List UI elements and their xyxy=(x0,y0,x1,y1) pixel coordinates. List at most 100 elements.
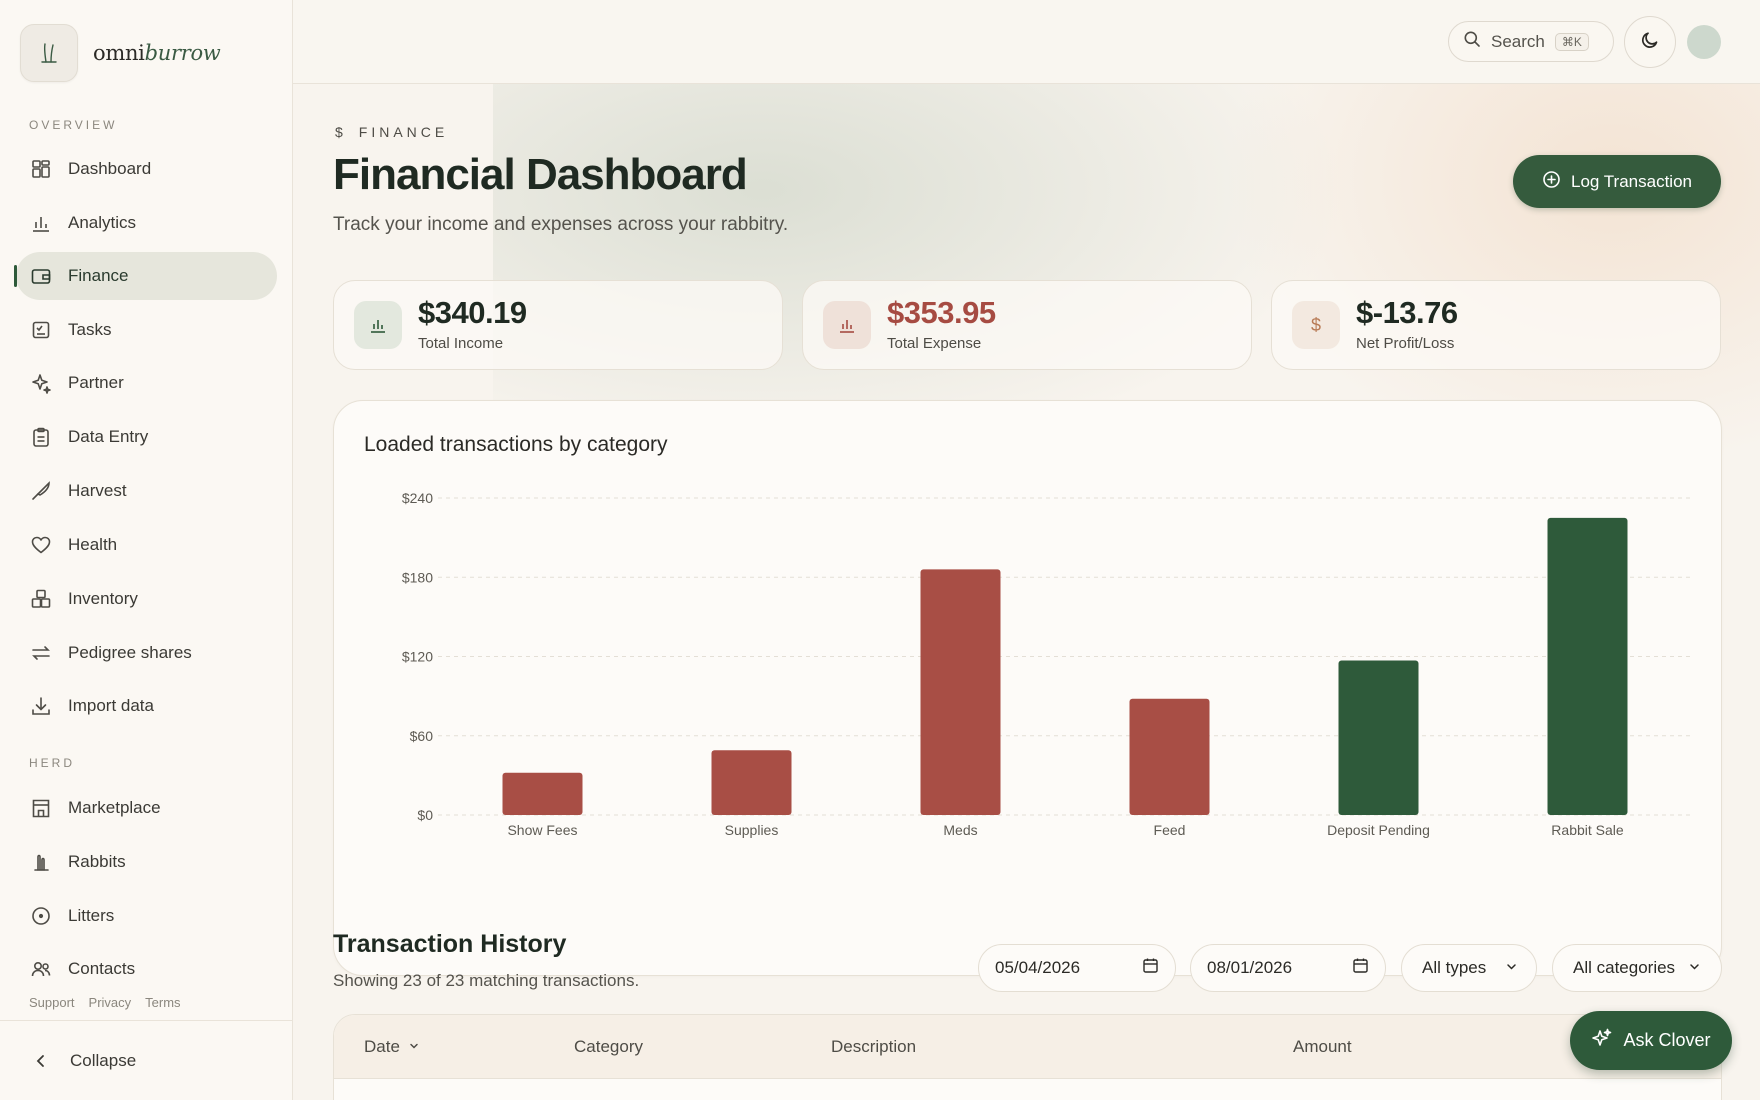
moon-icon xyxy=(1640,30,1660,55)
footer-links: Support Privacy Terms xyxy=(29,995,181,1010)
search-button[interactable]: Search ⌘K xyxy=(1448,21,1614,62)
x-tick-label: Meds xyxy=(943,822,977,838)
category-filter-select[interactable]: All categories xyxy=(1552,944,1722,992)
y-tick-label: $180 xyxy=(402,569,433,585)
category-filter-value: All categories xyxy=(1573,958,1676,977)
bar[interactable] xyxy=(1338,660,1419,815)
column-header-date[interactable]: Date xyxy=(364,1037,420,1057)
search-label: Search xyxy=(1491,31,1545,51)
sidebar-item-label: Finance xyxy=(68,266,129,285)
log-transaction-button[interactable]: Log Transaction xyxy=(1513,155,1721,208)
x-tick-label: Supplies xyxy=(725,822,779,838)
sidebar-item-label: Litters xyxy=(68,906,115,925)
knife-icon xyxy=(30,480,52,502)
collapse-button[interactable]: Collapse xyxy=(0,1020,292,1100)
sidebar-item-import-data[interactable]: Import data xyxy=(16,682,277,730)
type-filter-select[interactable]: All types xyxy=(1401,944,1537,992)
chevron-down-icon xyxy=(1505,958,1518,978)
sidebar-item-data-entry[interactable]: Data Entry xyxy=(16,413,277,461)
date-from-value: 05/04/2026 xyxy=(995,958,1081,977)
sidebar-item-tasks[interactable]: Tasks xyxy=(16,306,277,354)
egg-icon xyxy=(30,905,52,927)
stat-label: Net Profit/Loss xyxy=(1356,335,1455,352)
search-shortcut: ⌘K xyxy=(1554,32,1589,51)
wallet-icon xyxy=(30,265,52,287)
bar[interactable] xyxy=(1547,517,1628,815)
y-tick-label: $0 xyxy=(417,807,433,823)
column-header-category[interactable]: Category xyxy=(574,1037,643,1056)
date-to-input[interactable]: 08/01/2026 xyxy=(1190,944,1386,992)
main-content: $ FINANCE Financial Dashboard Track your… xyxy=(293,84,1760,1100)
bar-chart-icon xyxy=(823,301,871,349)
bar[interactable] xyxy=(711,750,792,815)
grid-icon xyxy=(30,158,52,180)
sidebar-item-partner[interactable]: Partner xyxy=(16,359,277,407)
terms-link[interactable]: Terms xyxy=(145,995,181,1010)
bar[interactable] xyxy=(920,569,1001,815)
sparkle-icon xyxy=(1591,1027,1613,1054)
transaction-table: Date Category Description Amount xyxy=(333,1014,1722,1100)
sidebar-item-label: Rabbits xyxy=(68,852,126,871)
sidebar-item-rabbits[interactable]: Rabbits xyxy=(16,838,277,886)
support-link[interactable]: Support xyxy=(29,995,75,1010)
table-header: Date Category Description Amount xyxy=(334,1015,1721,1079)
sidebar-item-label: Harvest xyxy=(68,481,127,500)
x-tick-label: Feed xyxy=(1154,822,1186,838)
stat-value: $353.95 xyxy=(887,295,996,330)
sidebar-item-label: Dashboard xyxy=(68,159,152,178)
chart-title: Loaded transactions by category xyxy=(364,433,668,456)
checklist-icon xyxy=(30,319,52,341)
sidebar-item-finance[interactable]: Finance xyxy=(14,252,277,300)
sidebar-item-label: Contacts xyxy=(68,959,136,978)
sidebar-item-litters[interactable]: Litters xyxy=(16,892,277,940)
rabbit-ears-icon xyxy=(20,24,78,82)
page-title: Financial Dashboard xyxy=(333,150,748,199)
stat-label: Total Expense xyxy=(887,335,982,352)
brand-name: omniburrow xyxy=(93,41,221,65)
sidebar-item-pedigree-shares[interactable]: Pedigree shares xyxy=(16,629,277,677)
ask-clover-label: Ask Clover xyxy=(1623,1030,1711,1050)
sidebar-item-label: Marketplace xyxy=(68,798,161,817)
bar-chart: $0 $60 $120 $180 $240 Show Fees Supplies Meds Fe… xyxy=(402,490,1692,838)
sidebar-item-contacts[interactable]: Contacts xyxy=(16,945,277,993)
privacy-link[interactable]: Privacy xyxy=(88,995,132,1010)
search-icon xyxy=(1463,30,1481,53)
log-transaction-label: Log Transaction xyxy=(1571,171,1692,191)
users-icon xyxy=(30,958,52,980)
sidebar-item-dashboard[interactable]: Dashboard xyxy=(16,145,277,193)
sidebar-item-health[interactable]: Health xyxy=(16,521,277,569)
theme-toggle-button[interactable] xyxy=(1624,16,1676,68)
stat-card-income: $340.19 Total Income xyxy=(333,280,783,370)
calendar-icon xyxy=(1352,957,1369,979)
date-to-value: 08/01/2026 xyxy=(1207,958,1293,977)
x-tick-label: Deposit Pending xyxy=(1327,822,1430,838)
arrows-swap-icon xyxy=(30,642,52,664)
sidebar-item-analytics[interactable]: Analytics xyxy=(16,199,277,247)
brand[interactable]: omniburrow xyxy=(20,24,221,82)
chevron-left-icon xyxy=(30,1050,52,1072)
bar-chart-icon xyxy=(354,301,402,349)
herd-section-label: HERD xyxy=(29,756,76,770)
x-tick-label: Rabbit Sale xyxy=(1551,822,1624,838)
sidebar-item-label: Data Entry xyxy=(68,427,149,446)
topbar: Search ⌘K xyxy=(293,0,1760,84)
column-header-description[interactable]: Description xyxy=(831,1037,917,1056)
avatar[interactable] xyxy=(1687,25,1721,59)
stat-label: Total Income xyxy=(418,335,504,352)
bar[interactable] xyxy=(502,772,583,815)
stat-value: $-13.76 xyxy=(1356,295,1458,330)
heart-icon xyxy=(30,534,52,556)
overview-section-label: OVERVIEW xyxy=(29,118,118,132)
sidebar: omniburrow OVERVIEW Dashboard Analytics … xyxy=(0,0,293,1100)
calendar-icon xyxy=(1142,957,1159,979)
dollar-icon: $ xyxy=(335,124,343,140)
column-header-amount[interactable]: Amount xyxy=(1293,1037,1352,1056)
date-from-input[interactable]: 05/04/2026 xyxy=(978,944,1176,992)
clipboard-icon xyxy=(30,426,52,448)
ask-clover-button[interactable]: Ask Clover xyxy=(1570,1011,1732,1070)
bar[interactable] xyxy=(1129,698,1210,815)
y-tick-label: $60 xyxy=(410,728,434,744)
sidebar-item-inventory[interactable]: Inventory xyxy=(16,575,277,623)
sidebar-item-marketplace[interactable]: Marketplace xyxy=(16,784,277,832)
sidebar-item-harvest[interactable]: Harvest xyxy=(16,467,277,515)
